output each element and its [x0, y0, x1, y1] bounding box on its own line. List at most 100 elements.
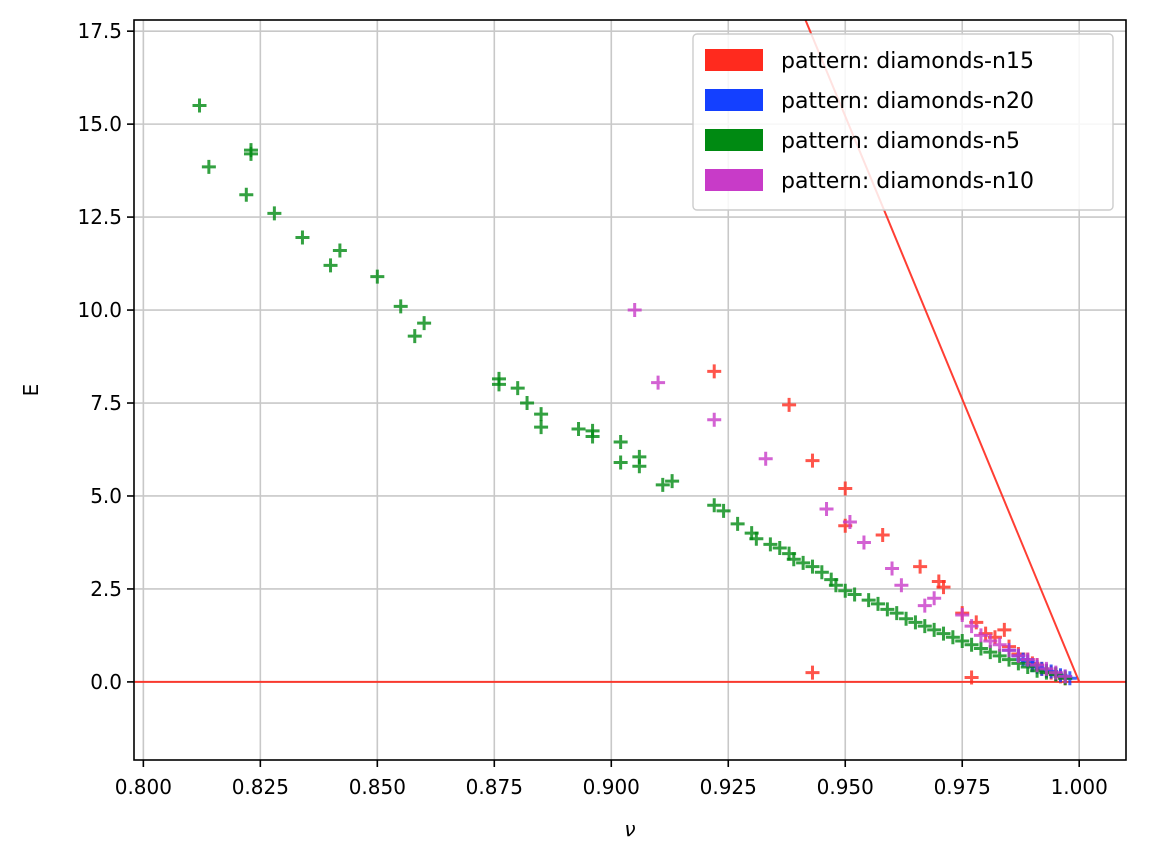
- data-point: [192, 98, 207, 113]
- x-tick-label: 0.925: [700, 775, 757, 799]
- data-point: [805, 453, 820, 468]
- data-point: [730, 516, 745, 531]
- data-point: [417, 316, 432, 331]
- data-point: [964, 619, 979, 634]
- data-point: [875, 528, 890, 543]
- data-point: [707, 412, 722, 427]
- data-point: [370, 269, 385, 284]
- data-point: [964, 670, 979, 685]
- data-point: [749, 531, 764, 546]
- data-point: [1058, 669, 1073, 684]
- data-point: [407, 329, 422, 344]
- x-tick-label: 1.000: [1051, 775, 1108, 799]
- legend-box: [692, 33, 1114, 211]
- y-axis-label: E: [19, 384, 43, 397]
- data-point: [842, 515, 857, 530]
- data-point: [491, 377, 506, 392]
- data-point: [828, 578, 843, 593]
- legend-label: pattern: diamonds-n20: [781, 89, 1034, 114]
- data-point: [295, 230, 310, 245]
- y-tick-label: 0.0: [90, 670, 122, 694]
- x-tick-label: 0.875: [466, 775, 523, 799]
- data-point: [838, 481, 853, 496]
- y-tick-label: 12.5: [77, 205, 122, 229]
- legend-swatch: [705, 89, 763, 111]
- y-axis-ticks: 0.0 2.5 5.0 7.5 10.0 12.5 15.0 17.5: [77, 19, 134, 694]
- data-point: [936, 580, 951, 595]
- x-axis-ticks: 0.800 0.825 0.850 0.875 0.900 0.925 0.950 0.975…: [115, 760, 1108, 799]
- data-point: [936, 626, 951, 641]
- y-tick-label: 10.0: [77, 298, 122, 322]
- data-point: [955, 634, 970, 649]
- data-point: [772, 541, 787, 556]
- data-point: [1020, 652, 1035, 667]
- data-point: [1011, 648, 1026, 663]
- x-tick-label: 0.825: [232, 775, 289, 799]
- data-point: [510, 381, 525, 396]
- data-point: [782, 397, 797, 412]
- data-point: [243, 146, 258, 161]
- data-point: [1048, 665, 1063, 680]
- data-point: [856, 535, 871, 550]
- data-point: [819, 501, 834, 516]
- legend-label: pattern: diamonds-n5: [781, 129, 1020, 154]
- legend: pattern: diamonds-n15 pattern: diamonds-n…: [692, 33, 1114, 211]
- y-tick-label: 7.5: [90, 391, 122, 415]
- data-point: [913, 559, 928, 574]
- data-point: [847, 587, 862, 602]
- data-point: [267, 206, 282, 221]
- x-tick-label: 0.850: [349, 775, 406, 799]
- data-point: [632, 459, 647, 474]
- data-points: [192, 98, 1077, 686]
- data-point: [393, 299, 408, 314]
- x-tick-label: 0.800: [115, 775, 172, 799]
- data-point: [758, 451, 773, 466]
- series-4: [627, 303, 1073, 684]
- data-point: [201, 159, 216, 174]
- legend-label: pattern: diamonds-n10: [781, 169, 1034, 194]
- data-point: [814, 565, 829, 580]
- data-point: [805, 559, 820, 574]
- data-point: [880, 602, 895, 617]
- x-tick-label: 0.975: [934, 775, 991, 799]
- data-point: [796, 555, 811, 570]
- data-point: [1039, 661, 1054, 676]
- data-point: [917, 598, 932, 613]
- plot-frame: [133, 19, 1127, 761]
- data-point: [716, 503, 731, 518]
- data-point: [927, 591, 942, 606]
- legend-swatch: [705, 49, 763, 71]
- data-point: [889, 606, 904, 621]
- data-point: [613, 455, 628, 470]
- legend-label: pattern: diamonds-n15: [781, 49, 1034, 74]
- data-point: [1002, 643, 1017, 658]
- data-point: [805, 665, 820, 680]
- data-point: [239, 187, 254, 202]
- data-point: [945, 630, 960, 645]
- data-point: [1030, 658, 1045, 673]
- y-tick-label: 15.0: [77, 112, 122, 136]
- data-point: [332, 243, 347, 258]
- x-axis-label: ν: [624, 817, 635, 841]
- data-point: [894, 578, 909, 593]
- data-point: [585, 429, 600, 444]
- data-point: [627, 303, 642, 318]
- legend-swatch: [705, 169, 763, 191]
- y-tick-label: 2.5: [90, 577, 122, 601]
- series-3: [192, 98, 1073, 686]
- data-point: [763, 537, 778, 552]
- x-tick-label: 0.900: [583, 775, 640, 799]
- y-tick-label: 5.0: [90, 484, 122, 508]
- data-point: [973, 628, 988, 643]
- data-point: [786, 552, 801, 567]
- data-point: [838, 583, 853, 598]
- data-point: [973, 641, 988, 656]
- data-point: [997, 622, 1012, 637]
- data-point: [899, 611, 914, 626]
- data-point: [861, 593, 876, 608]
- data-point: [520, 396, 535, 411]
- data-point: [323, 258, 338, 273]
- x-tick-label: 0.950: [817, 775, 874, 799]
- data-point: [665, 474, 680, 489]
- data-point: [983, 634, 998, 649]
